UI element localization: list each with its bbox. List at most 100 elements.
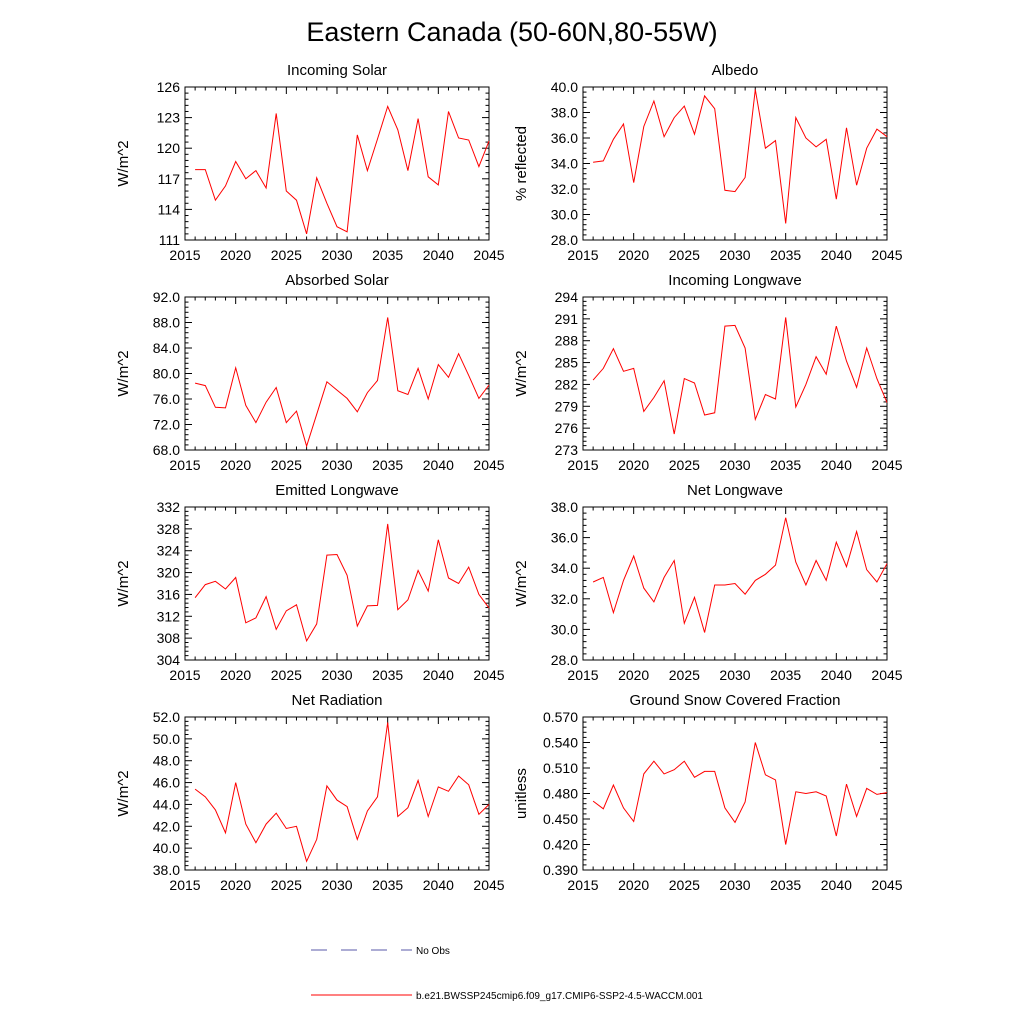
y-tick-label: 126: [157, 79, 181, 95]
y-tick-label: 42.0: [153, 818, 180, 834]
x-tick-label: 2045: [871, 457, 902, 473]
y-tick-label: 282: [555, 376, 579, 392]
x-tick-label: 2015: [567, 247, 598, 263]
y-tick-label: 34.0: [551, 156, 578, 172]
y-tick-label: 46.0: [153, 775, 180, 791]
y-tick-label: 68.0: [153, 442, 180, 458]
y-tick-label: 114: [158, 201, 181, 217]
y-tick-label: 32.0: [551, 181, 578, 197]
y-axis-label: W/m^2: [115, 560, 132, 606]
x-tick-label: 2040: [821, 667, 852, 683]
panels: Incoming Solar 2015 2020 2025 2030 2035 2040 20…: [115, 62, 903, 893]
y-axis-label: W/m^2: [513, 560, 530, 606]
y-tick-label: 36.0: [551, 530, 578, 546]
y-axis-label: W/m^2: [115, 350, 132, 396]
y-tick-label: 0.450: [543, 811, 578, 827]
x-tick-label: 2025: [271, 247, 302, 263]
y-tick-label: 72.0: [153, 417, 180, 433]
y-tick-label: 84.0: [153, 340, 180, 356]
figure-title: Eastern Canada (50-60N,80-55W): [306, 17, 717, 47]
y-tick-label: 273: [555, 442, 579, 458]
x-tick-label: 2035: [770, 667, 801, 683]
x-tick-label: 2015: [567, 877, 598, 893]
x-tick-label: 2040: [821, 877, 852, 893]
x-tick-label: 2020: [618, 457, 649, 473]
series-line: [195, 104, 490, 235]
x-tick-label: 2015: [169, 667, 200, 683]
y-axis-label: unitless: [513, 768, 530, 819]
x-tick-label: 2040: [423, 667, 454, 683]
x-tick-label: 2030: [321, 667, 352, 683]
y-tick-label: 316: [157, 586, 181, 602]
series-line: [194, 722, 490, 863]
plot-frame: [184, 86, 490, 241]
y-tick-label: 48.0: [153, 753, 180, 769]
x-tick-label: 2020: [618, 667, 649, 683]
y-tick-label: 32.0: [551, 591, 578, 607]
chart-panel-6: Net Longwave 2015 2020 2025 2030 2035 2040 2045…: [513, 482, 903, 683]
y-tick-label: 308: [157, 630, 181, 646]
y-tick-label: 30.0: [551, 621, 578, 637]
x-tick-label: 2045: [871, 247, 902, 263]
y-tick-label: 332: [157, 499, 181, 515]
x-tick-label: 2035: [770, 247, 801, 263]
x-tick-label: 2030: [321, 457, 352, 473]
y-tick-label: 34.0: [551, 560, 578, 576]
y-tick-label: 0.570: [543, 709, 578, 725]
x-tick-label: 2025: [669, 247, 700, 263]
x-tick-label: 2040: [423, 877, 454, 893]
x-tick-label: 2030: [321, 877, 352, 893]
x-tick-label: 2020: [618, 247, 649, 263]
series-line: [592, 317, 888, 435]
x-tick-label: 2030: [719, 877, 750, 893]
x-tick-label: 2035: [372, 667, 403, 683]
legend-model-label: b.e21.BWSSP245cmip6.f09_g17.CMIP6-SSP2-4…: [416, 991, 703, 1002]
y-tick-label: 0.540: [543, 735, 578, 751]
y-tick-label: 120: [157, 140, 181, 156]
x-tick-label: 2020: [220, 247, 251, 263]
x-tick-label: 2040: [821, 457, 852, 473]
x-tick-label: 2015: [567, 667, 598, 683]
y-tick-label: 38.0: [551, 105, 578, 121]
x-tick-label: 2015: [169, 877, 200, 893]
x-tick-label: 2045: [473, 667, 504, 683]
y-tick-label: 92.0: [153, 289, 180, 305]
legend: No Obs b.e21.BWSSP245cmip6.f09_g17.CMIP6…: [311, 946, 703, 1002]
y-tick-label: 0.420: [543, 837, 578, 853]
y-tick-label: 312: [157, 608, 181, 624]
chart-panel-4: Incoming Longwave 2015 2020 2025 2030 2035 204…: [513, 272, 903, 473]
y-tick-label: 328: [157, 521, 181, 537]
panel-title: Absorbed Solar: [285, 272, 388, 289]
series-line: [593, 89, 888, 224]
y-tick-label: 28.0: [551, 652, 578, 668]
y-tick-label: 30.0: [551, 207, 578, 223]
x-tick-label: 2025: [669, 877, 700, 893]
x-tick-label: 2030: [719, 667, 750, 683]
x-tick-label: 2025: [669, 457, 700, 473]
y-tick-label: 324: [157, 543, 181, 559]
y-tick-label: 36.0: [551, 130, 578, 146]
plot-frame: [184, 716, 490, 871]
y-axis-label: W/m^2: [115, 140, 132, 186]
x-tick-label: 2035: [770, 457, 801, 473]
x-tick-label: 2035: [770, 877, 801, 893]
y-tick-label: 88.0: [153, 315, 180, 331]
chart-panel-2: Albedo 2015 2020 2025 2030 2035 2040 2045 28.0 30…: [513, 62, 903, 263]
series-line: [194, 317, 490, 448]
y-tick-label: 50.0: [153, 731, 180, 747]
x-tick-label: 2025: [669, 667, 700, 683]
x-tick-label: 2040: [423, 247, 454, 263]
y-tick-label: 52.0: [153, 709, 180, 725]
x-tick-label: 2020: [618, 877, 649, 893]
y-tick-label: 0.510: [543, 760, 578, 776]
y-tick-label: 117: [158, 171, 181, 187]
y-tick-label: 0.390: [543, 862, 578, 878]
plot-frame: [582, 296, 888, 451]
y-tick-label: 38.0: [551, 499, 578, 515]
x-tick-label: 2020: [220, 877, 251, 893]
x-tick-label: 2020: [220, 667, 251, 683]
x-tick-label: 2030: [719, 457, 750, 473]
plot-frame: [184, 296, 490, 451]
x-tick-label: 2015: [169, 457, 200, 473]
